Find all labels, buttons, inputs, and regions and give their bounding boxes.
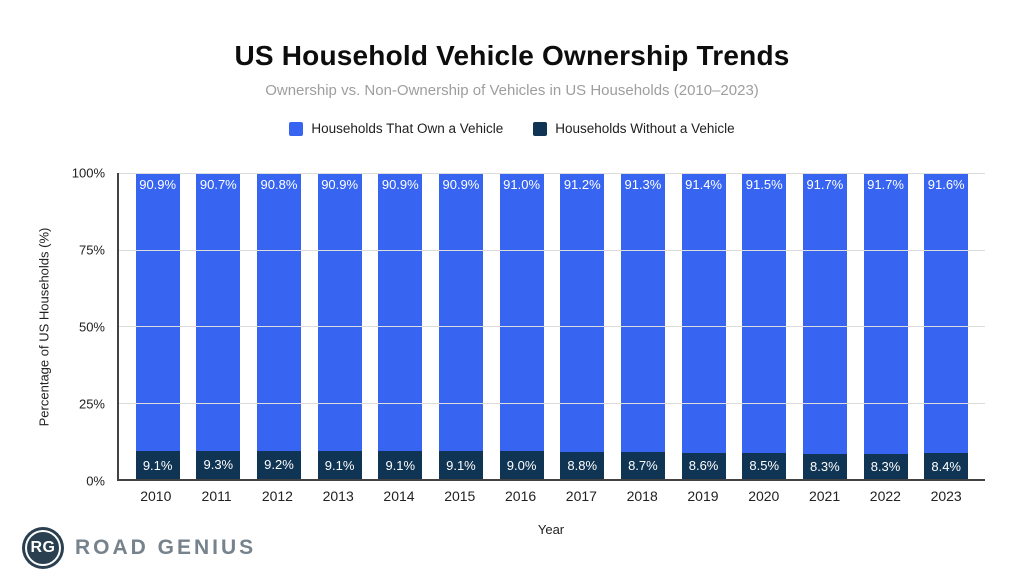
bar-group-2011: 90.7% 9.3%	[196, 173, 241, 479]
bar-without-2011: 9.3%	[196, 450, 241, 479]
logo-rg-badge-icon: RG	[22, 527, 64, 569]
x-axis-ticks: 2010 2011 2012 2013 2014 2015 2016 2017 2018 2019…	[117, 488, 985, 504]
y-axis-ticks: 0% 25% 50% 75% 100%	[0, 166, 105, 489]
y-tick-label-50: 50%	[78, 319, 105, 335]
bar-without-2021: 8.3%	[802, 453, 847, 479]
bar-group-2013: 90.9% 9.1%	[317, 173, 362, 479]
bar-without-2010: 9.1%	[135, 451, 180, 479]
bar-own-label-2021: 91.7%	[806, 177, 844, 192]
bar-own-label-2023: 91.6%	[927, 177, 965, 192]
bar-own-2012: 90.8%	[256, 173, 301, 451]
x-tick-label-2020: 2020	[748, 488, 780, 504]
bar-without-2014: 9.1%	[378, 451, 423, 479]
legend: Households That Own a Vehicle Households…	[0, 121, 1024, 136]
bar-without-2018: 8.7%	[620, 452, 665, 479]
bar-own-2013: 90.9%	[317, 173, 362, 452]
y-tick-label-100: 100%	[71, 165, 105, 181]
bar-own-2010: 90.9%	[135, 173, 180, 452]
gridline-50	[119, 326, 985, 327]
logo-monogram: RG	[30, 539, 56, 556]
bar-group-2017: 91.2% 8.8%	[560, 173, 605, 479]
gridline-75	[119, 249, 985, 251]
logo-ring-icon	[25, 530, 61, 566]
plot-area: 90.9% 9.1% 90.7% 9.3% 90.8% 9.2% 90.9% 9.1% 90.9…	[117, 173, 985, 481]
bar-group-2014: 90.9% 9.1%	[378, 173, 423, 479]
bars: 90.9% 9.1% 90.7% 9.3% 90.8% 9.2% 90.9% 9.1% 90.9…	[119, 173, 985, 479]
gridline-100	[119, 173, 985, 174]
x-tick-label-2015: 2015	[444, 488, 476, 504]
bar-without-2015: 9.1%	[438, 451, 483, 479]
x-tick-label-2011: 2011	[201, 488, 232, 504]
bar-own-label-2012: 90.8%	[260, 177, 298, 192]
logo-wordmark: ROAD GENIUS	[75, 536, 257, 559]
y-tick-label-75: 75%	[78, 242, 105, 258]
bar-without-2019: 8.6%	[681, 452, 726, 479]
bar-group-2018: 91.3% 8.7%	[620, 173, 665, 479]
bar-own-2011: 90.7%	[196, 173, 241, 451]
bar-without-2016: 9.0%	[499, 451, 544, 479]
bar-own-2017: 91.2%	[560, 173, 605, 453]
bar-own-label-2010: 90.9%	[139, 177, 177, 192]
bar-own-2020: 91.5%	[742, 173, 787, 453]
bar-group-2023: 91.6% 8.4%	[924, 173, 969, 479]
gridline-25	[119, 402, 985, 404]
bar-own-label-2022: 91.7%	[867, 177, 904, 192]
bar-own-label-2011: 90.7%	[199, 177, 237, 192]
bar-own-label-2015: 90.9%	[442, 177, 480, 192]
legend-item-own: Households That Own a Vehicle	[289, 121, 503, 136]
legend-label-without: Households Without a Vehicle	[555, 121, 735, 136]
bar-own-2019: 91.4%	[681, 173, 726, 453]
x-tick-label-2013: 2013	[322, 488, 354, 504]
x-tick-label-2022: 2022	[869, 488, 901, 504]
bar-group-2019: 91.4% 8.6%	[681, 173, 726, 479]
bar-own-label-2018: 91.3%	[624, 177, 662, 192]
chart-title: US Household Vehicle Ownership Trends	[234, 40, 790, 71]
bar-group-2016: 91.0% 9.0%	[499, 173, 544, 479]
x-tick-label-2014: 2014	[383, 488, 415, 504]
bar-own-label-2013: 90.9%	[321, 177, 359, 192]
x-tick-label-2019: 2019	[687, 488, 719, 504]
bar-own-label-2014: 90.9%	[381, 177, 419, 192]
y-tick-label-25: 25%	[78, 396, 105, 412]
bar-group-2020: 91.5% 8.5%	[742, 173, 787, 479]
bar-own-2021: 91.7%	[802, 173, 847, 454]
bar-group-2021: 91.7% 8.3%	[802, 173, 847, 479]
bar-own-label-2016: 91.0%	[503, 177, 541, 192]
bar-own-label-2017: 91.2%	[563, 177, 601, 192]
bar-group-2010: 90.9% 9.1%	[135, 173, 180, 479]
bar-own-2018: 91.3%	[620, 173, 665, 453]
bar-without-2020: 8.5%	[742, 452, 787, 479]
x-tick-label-2023: 2023	[930, 488, 962, 504]
bar-own-label-2019: 91.4%	[685, 177, 722, 192]
y-tick-label-0: 0%	[86, 473, 105, 489]
bar-own-2016: 91.0%	[499, 173, 544, 452]
legend-item-without: Households Without a Vehicle	[533, 121, 735, 136]
bar-own-2022: 91.7%	[863, 173, 908, 454]
bar-own-2015: 90.9%	[438, 173, 483, 452]
x-tick-label-2016: 2016	[505, 488, 537, 504]
road-genius-logo: RG ROAD GENIUS	[22, 527, 256, 569]
legend-swatch-own-icon	[289, 121, 304, 136]
x-tick-label-2017: 2017	[565, 488, 597, 504]
bar-group-2012: 90.8% 9.2%	[256, 173, 301, 479]
x-tick-label-2012: 2012	[261, 488, 293, 504]
bar-own-label-2020: 91.5%	[745, 177, 783, 192]
bar-without-2017: 8.8%	[560, 452, 605, 479]
bar-without-2012: 9.2%	[256, 450, 301, 479]
bar-own-2023: 91.6%	[924, 173, 969, 454]
legend-swatch-without-icon	[533, 121, 548, 136]
legend-label-own: Households That Own a Vehicle	[311, 121, 504, 136]
x-tick-label-2018: 2018	[626, 488, 658, 504]
x-tick-label-2010: 2010	[140, 488, 172, 504]
bar-without-2022: 8.3%	[863, 453, 908, 479]
x-axis-title: Year	[537, 522, 565, 537]
bar-without-2023: 8.4%	[924, 453, 969, 479]
bar-group-2015: 90.9% 9.1%	[438, 173, 483, 479]
chart-subtitle: Ownership vs. Non-Ownership of Vehicles …	[265, 82, 759, 99]
x-tick-label-2021: 2021	[808, 488, 841, 504]
bar-without-2013: 9.1%	[317, 451, 362, 479]
bar-own-2014: 90.9%	[378, 173, 423, 452]
bar-group-2022: 91.7% 8.3%	[863, 173, 908, 479]
